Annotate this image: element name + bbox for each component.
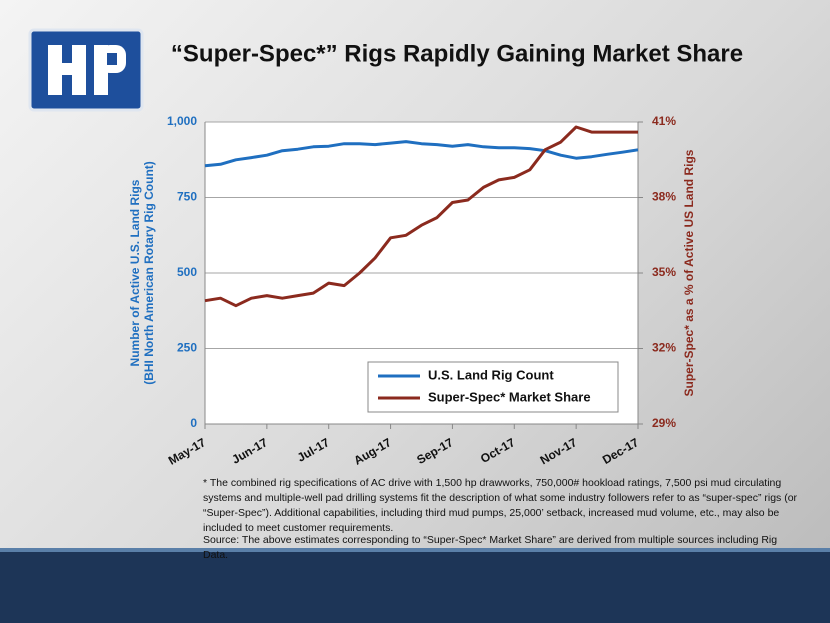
x-tick-label: May-17: [166, 435, 209, 468]
series-line: [204, 140, 639, 168]
y2-tick-label: 32%: [652, 341, 676, 355]
y2-tick-label: 35%: [652, 265, 676, 279]
y2-axis-label: Super-Spec* as a % of Active US Land Rig…: [682, 149, 696, 396]
legend-label: U.S. Land Rig Count: [428, 367, 554, 382]
source: Source: The above estimates correspondin…: [203, 534, 778, 561]
x-tick-label: Dec-17: [600, 435, 641, 467]
photo-strip: [0, 548, 830, 623]
footnote: * The combined rig specifications of AC …: [203, 477, 798, 534]
legend-label: Super-Spec* Market Share: [428, 389, 591, 404]
y2-tick-label: 38%: [652, 190, 676, 204]
logo: [28, 28, 144, 112]
x-tick-label: Jul-17: [295, 435, 332, 465]
y-tick-label: 0: [190, 416, 197, 430]
y-axis-label-line: Number of Active U.S. Land Rigs: [128, 179, 142, 366]
y-axis-label-line: (BHI North American Rotary Rig Count): [142, 161, 156, 385]
chart-title: “Super-Spec*” Rigs Rapidly Gaining Marke…: [171, 40, 743, 67]
y2-tick-label: 29%: [652, 416, 676, 430]
strip-edge: [0, 548, 830, 552]
x-tick-label: Jun-17: [229, 435, 270, 467]
x-tick-label: Nov-17: [538, 435, 580, 467]
legend-box: [367, 361, 619, 413]
x-tick-label: Oct-17: [478, 435, 518, 466]
y-tick-label: 1,000: [167, 114, 197, 128]
y-tick-label: 500: [177, 265, 197, 279]
series-line: [204, 125, 638, 308]
y2-tick-label: 41%: [652, 114, 676, 128]
y-tick-label: 250: [177, 341, 197, 355]
x-tick-label: Aug-17: [351, 435, 394, 468]
x-tick-label: Sep-17: [414, 435, 455, 467]
y-axis-label: Number of Active U.S. Land Rigs(BHI Nort…: [128, 161, 156, 385]
y-tick-label: 750: [177, 190, 197, 204]
